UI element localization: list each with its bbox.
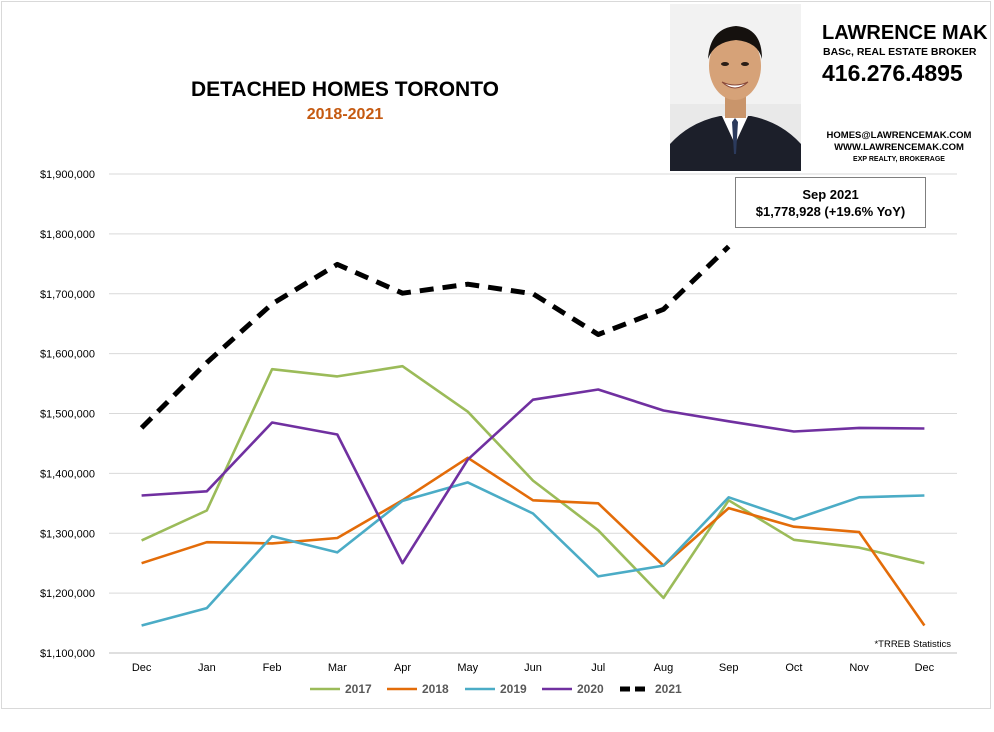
y-tick-label: $1,300,000 [40, 528, 95, 540]
y-tick-label: $1,500,000 [40, 409, 95, 421]
series-line-2019 [141, 481, 925, 627]
x-tick-label: Feb [263, 662, 282, 674]
x-tick-label: Sep [719, 662, 739, 674]
x-tick-label: Mar [328, 662, 347, 674]
y-tick-label: $1,200,000 [40, 588, 95, 600]
brokerage-name: EXP REALTY, BROKERAGE [853, 156, 945, 163]
legend-label-2021: 2021 [655, 682, 682, 696]
x-axis-ticks: Dec Jan Feb Mar Apr May Jun Jul Aug Sep Oct Nov Dec [132, 662, 935, 674]
broker-photo [670, 4, 801, 171]
x-tick-label: Dec [915, 662, 935, 674]
latest-value-callout: Sep 2021 $1,778,928 (+19.6% YoY) [735, 177, 926, 228]
broker-title: BASc, REAL ESTATE BROKER [823, 46, 977, 58]
series-line-2021 [139, 244, 731, 430]
series-line-2020 [141, 388, 925, 565]
x-tick-label: Oct [785, 662, 802, 674]
source-note: *TRREB Statistics [874, 639, 951, 650]
x-tick-label: Jul [591, 662, 605, 674]
x-tick-label: Nov [849, 662, 869, 674]
y-axis-ticks: $1,100,000 $1,200,000 $1,300,000 $1,400,000… [40, 169, 95, 660]
broker-website: WWW.LAWRENCEMAK.COM [834, 142, 964, 153]
broker-email: HOMES@LAWRENCEMAK.COM [826, 130, 972, 141]
x-tick-label: Dec [132, 662, 152, 674]
y-tick-label: $1,100,000 [40, 648, 95, 660]
chart-subtitle: 2018-2021 [306, 106, 384, 123]
broker-phone: 416.276.4895 [822, 60, 963, 86]
legend-label-2019: 2019 [500, 682, 527, 696]
legend-label-2018: 2018 [422, 682, 449, 696]
series-lines [139, 244, 926, 627]
legend-label-2017: 2017 [345, 682, 372, 696]
series-line-2018 [141, 456, 926, 627]
callout-date: Sep 2021 [802, 187, 859, 202]
y-tick-label: $1,800,000 [40, 229, 95, 241]
broker-name: LAWRENCE MAK [822, 22, 988, 44]
y-tick-label: $1,400,000 [40, 468, 95, 480]
series-line-2017 [141, 364, 925, 600]
y-tick-label: $1,600,000 [40, 349, 95, 361]
x-tick-label: Aug [654, 662, 674, 674]
y-tick-label: $1,700,000 [40, 289, 95, 301]
legend: 2017 2018 2019 2020 2021 [310, 682, 682, 696]
x-tick-label: Jan [198, 662, 216, 674]
x-tick-label: Apr [394, 662, 411, 674]
x-tick-label: May [457, 662, 478, 674]
callout-value: $1,778,928 (+19.6% YoY) [755, 204, 906, 219]
chart-title: DETACHED HOMES TORONTO [190, 78, 500, 101]
x-tick-label: Jun [524, 662, 542, 674]
y-tick-label: $1,900,000 [40, 169, 95, 181]
grid-lines [109, 173, 957, 654]
chart-frame [1, 1, 991, 709]
legend-label-2020: 2020 [577, 682, 604, 696]
